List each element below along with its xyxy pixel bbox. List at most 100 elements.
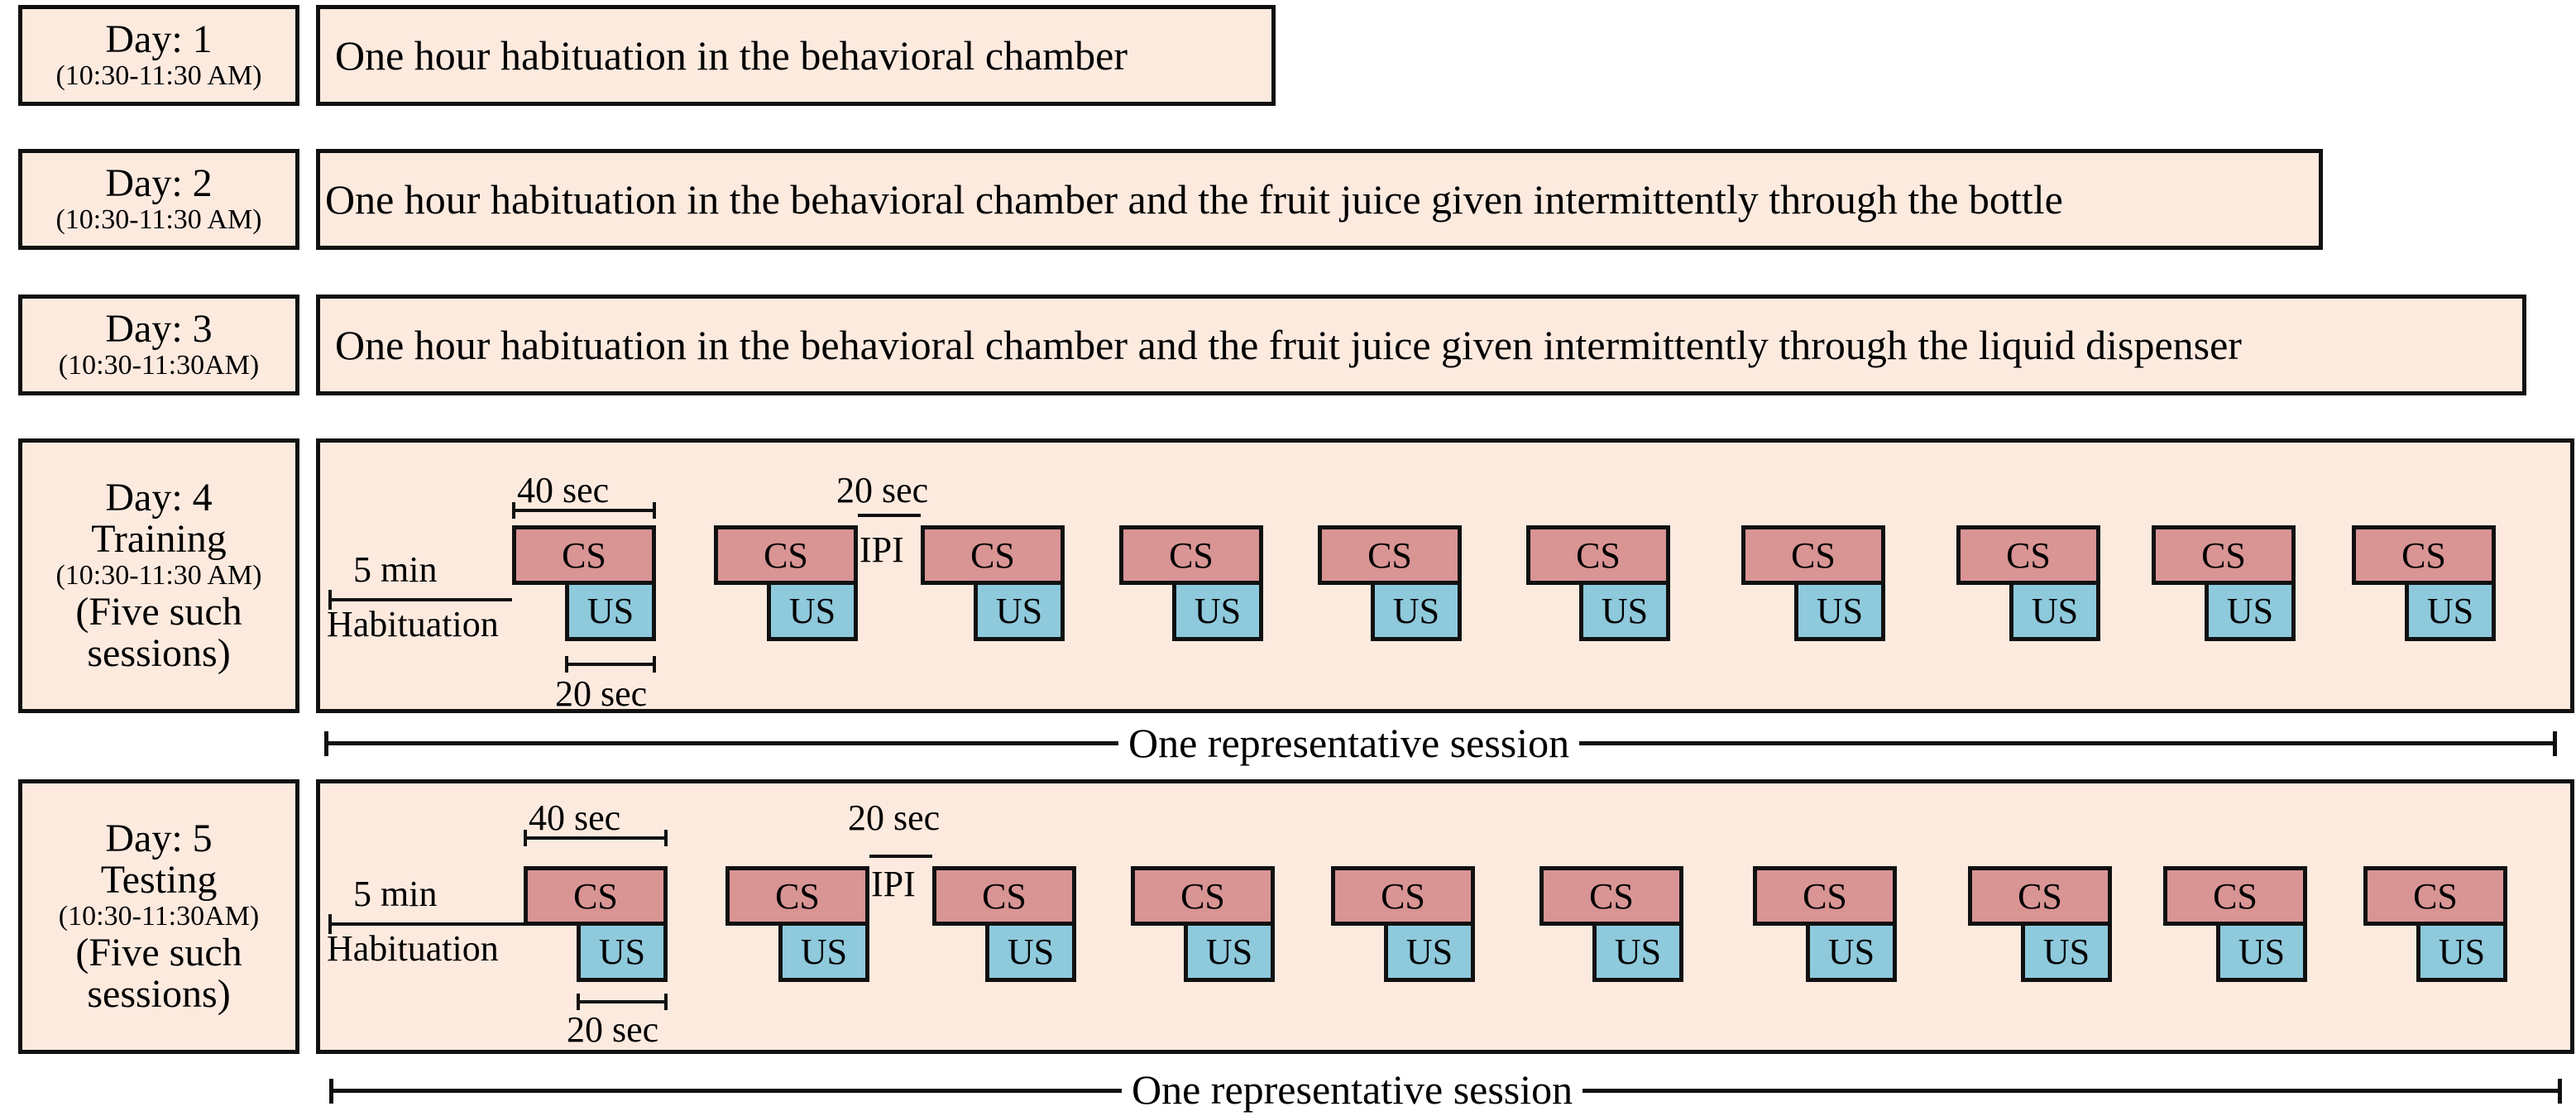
day-5-time: (10:30-11:30AM)	[58, 901, 260, 932]
day-3-time: (10:30-11:30AM)	[58, 350, 260, 381]
day-5-repeat-line2: sessions)	[87, 972, 231, 1016]
day-4-cs-duration: 40 sec	[517, 470, 610, 510]
day-4-us-block: US	[565, 580, 656, 641]
day-4-us-block: US	[1172, 580, 1263, 641]
day-5-us-block: US	[1592, 921, 1683, 982]
day-4-us-block: US	[974, 580, 1065, 641]
day-4-us-block: US	[2009, 580, 2100, 641]
day-5-ipi-label: IPI	[871, 864, 916, 904]
day-4-session-line-left-end	[324, 731, 328, 756]
day-4-us-block: US	[767, 580, 858, 641]
day-1-label-box: Day: 1 (10:30-11:30 AM)	[18, 5, 299, 106]
day-4-label: Day: 4	[105, 476, 213, 520]
day-5-cs-block: CS	[1539, 866, 1683, 926]
day-5-cs-block: CS	[725, 866, 869, 926]
day-5-cs-duration: 40 sec	[529, 797, 621, 838]
day-5-cs-block: CS	[1968, 866, 2112, 926]
day-4-session-line-right-end	[2553, 731, 2557, 756]
day-4-us-duration-tick-left	[565, 656, 568, 673]
day-4-ipi-line	[858, 514, 921, 517]
day-5-us-block: US	[2021, 921, 2112, 982]
day-5-cs-block: CS	[1131, 866, 1275, 926]
day-4-cs-block: CS	[921, 525, 1065, 585]
day-1-description: One hour habituation in the behavioral c…	[316, 5, 1276, 106]
day-5-us-duration-tick-right	[664, 994, 668, 1010]
day-5-us-duration-tick-left	[577, 994, 580, 1010]
day-4-cs-block: CS	[2152, 525, 2296, 585]
day-2-label: Day: 2	[105, 161, 213, 205]
day-4-us-block: US	[1794, 580, 1885, 641]
day-4-habituation-label: Habituation	[327, 604, 499, 644]
day-4-cs-block: CS	[2352, 525, 2496, 585]
day-5-us-block: US	[778, 921, 869, 982]
day-4-us-block: US	[2405, 580, 2496, 641]
day-5-habituation-line-tick	[328, 914, 332, 934]
day-5-ipi-duration: 20 sec	[848, 797, 941, 838]
day-4-habituation-line	[328, 598, 512, 601]
day-4-cs-duration-tick-right	[653, 502, 656, 519]
day-5-us-block: US	[1806, 921, 1897, 982]
day-4-repeat-line2: sessions)	[87, 631, 231, 675]
day-4-cs-block: CS	[512, 525, 656, 585]
day-5-us-duration: 20 sec	[567, 1009, 659, 1050]
day-3-label-box: Day: 3 (10:30-11:30AM)	[18, 295, 299, 395]
day-5-cs-duration-line	[524, 836, 668, 840]
day-4-ipi-duration: 20 sec	[836, 470, 929, 510]
day-4-cs-block: CS	[1526, 525, 1670, 585]
day-4-us-duration: 20 sec	[555, 673, 648, 714]
day-5-cs-duration-tick-right	[664, 830, 668, 846]
day-4-habituation-duration: 5 min	[353, 549, 438, 590]
day-3-description: One hour habituation in the behavioral c…	[316, 295, 2526, 395]
day-4-cs-block: CS	[1741, 525, 1885, 585]
day-3-label: Day: 3	[105, 307, 213, 351]
day-5-habituation-line	[328, 922, 524, 926]
day-5-label-box: Day: 5 Testing (10:30-11:30AM) (Five suc…	[18, 779, 299, 1054]
day-4-time: (10:30-11:30 AM)	[55, 560, 262, 591]
day-4-cs-block: CS	[1318, 525, 1462, 585]
day-5-repeat-line1: (Five such	[75, 931, 242, 975]
day-4-ipi-label: IPI	[859, 529, 904, 570]
day-4-repeat-line1: (Five such	[75, 590, 242, 634]
day-5-us-duration-line	[577, 1000, 668, 1003]
day-5-cs-block: CS	[524, 866, 668, 926]
day-5-us-block: US	[1184, 921, 1275, 982]
day-5-cs-block: CS	[2363, 866, 2507, 926]
day-5-us-block: US	[2416, 921, 2507, 982]
day-4-phase: Training	[91, 517, 227, 561]
day-5-us-block: US	[1384, 921, 1475, 982]
day-5-label: Day: 5	[105, 817, 213, 860]
day-4-cs-block: CS	[1119, 525, 1263, 585]
day-5-habituation-duration: 5 min	[353, 874, 438, 914]
day-5-session-line-left-end	[329, 1079, 333, 1104]
day-1-time: (10:30-11:30 AM)	[55, 60, 262, 91]
day-4-cs-block: CS	[714, 525, 858, 585]
day-5-cs-block: CS	[1753, 866, 1897, 926]
day-5-session-line-right-end	[2558, 1079, 2562, 1104]
day-4-us-block: US	[1579, 580, 1670, 641]
day-5-us-block: US	[2216, 921, 2307, 982]
day-5-session-label: One representative session	[1122, 1069, 1583, 1110]
day-2-description: One hour habituation in the behavioral c…	[316, 149, 2323, 250]
day-4-cs-block: CS	[1956, 525, 2100, 585]
day-5-cs-duration-tick-left	[524, 830, 527, 846]
day-4-label-box: Day: 4 Training (10:30-11:30 AM) (Five s…	[18, 438, 299, 713]
day-5-habituation-label: Habituation	[327, 928, 499, 969]
day-4-us-duration-line	[565, 663, 656, 666]
day-2-time: (10:30-11:30 AM)	[55, 204, 262, 235]
day-4-us-block: US	[2205, 580, 2296, 641]
day-4-us-duration-tick-right	[653, 656, 656, 673]
day-2-label-box: Day: 2 (10:30-11:30 AM)	[18, 149, 299, 250]
day-4-us-block: US	[1371, 580, 1462, 641]
day-5-cs-block: CS	[2163, 866, 2307, 926]
day-5-phase: Testing	[100, 858, 218, 902]
day-1-label: Day: 1	[105, 17, 213, 61]
day-5-cs-block: CS	[1331, 866, 1475, 926]
day-4-cs-duration-line	[512, 509, 656, 512]
day-5-us-block: US	[577, 921, 668, 982]
day-5-cs-block: CS	[932, 866, 1076, 926]
day-4-session-panel: US CS US CS US CS US CS US CS US CS US CS US CS US CS US CS…	[316, 438, 2574, 713]
day-4-cs-duration-tick-left	[512, 502, 515, 519]
day-4-habituation-line-tick	[328, 590, 332, 610]
day-5-session-panel: US CS US CS US CS US CS US CS US CS US CS US CS US CS US CS…	[316, 779, 2574, 1054]
day-5-us-block: US	[985, 921, 1076, 982]
